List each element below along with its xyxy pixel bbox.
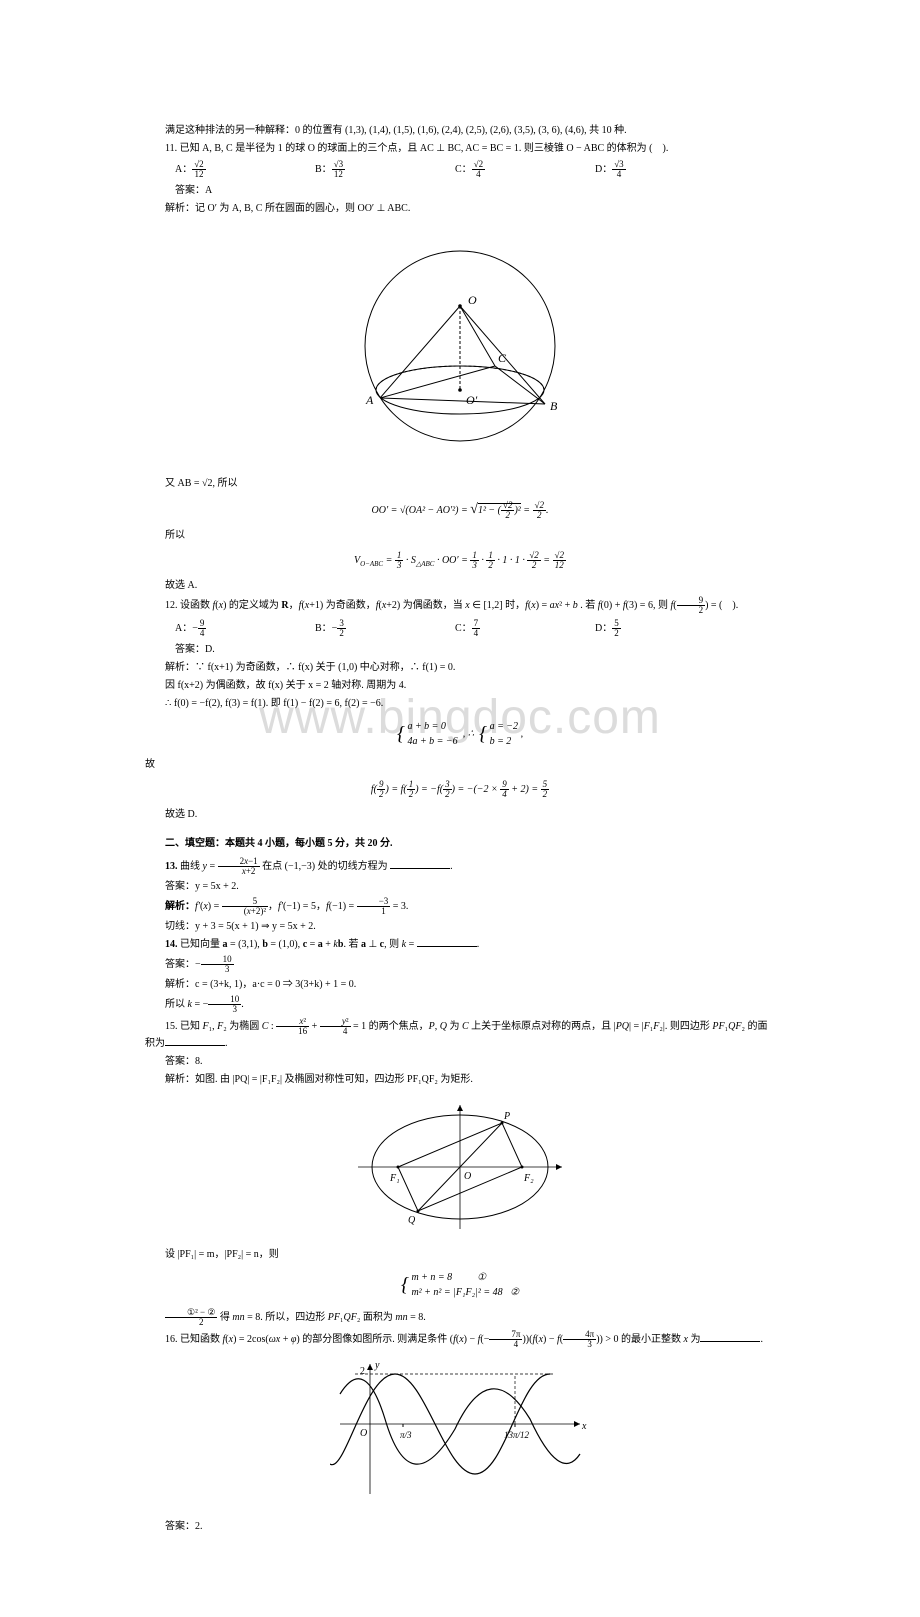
q11-choices: A：√212 B：√312 C：√24 D：√34	[175, 160, 775, 179]
q16-figure: 2 π/3 13π/12 O x y	[145, 1359, 775, 1509]
q15-exp2: 设 |PF₁| = m，|PF₂| = n，则	[145, 1247, 775, 1262]
page-content: 满足这种排法的另一种解释：0 的位置有 (1,3), (1,4), (1,5),…	[0, 0, 920, 1617]
svg-text:P: P	[503, 1111, 510, 1122]
svg-text:O′: O′	[466, 393, 478, 407]
svg-text:O: O	[360, 1428, 367, 1439]
q12-exp5: 故选 D.	[145, 807, 775, 822]
q12-exp1: 解析：∵ f(x+1) 为奇函数，∴ f(x) 关于 (1,0) 中心对称，∴ …	[145, 660, 775, 675]
q16-stem: 16. 已知函数 f(x) = 2cos(ωx + φ) 的部分图像如图所示. …	[145, 1330, 775, 1349]
q15-figure: F₁ F₂ P Q O	[145, 1097, 775, 1237]
q11-figure: O O′ A B C	[145, 226, 775, 466]
svg-text:2: 2	[360, 1366, 365, 1377]
q15-exp1: 解析：如图. 由 |PQ| = |F₁F₂| 及椭圆对称性可知，四边形 PF₁Q…	[145, 1072, 775, 1087]
q14-ans: 答案：−103	[145, 955, 775, 974]
q12-formula2: f(92) = f(12) = −f(32) = −(−2 × 94 + 2) …	[145, 780, 775, 799]
q11-stem: 11. 已知 A, B, C 是半径为 1 的球 O 的球面上的三个点，且 AC…	[145, 141, 775, 156]
q12-choice-d: D：52	[595, 619, 735, 638]
svg-text:C: C	[498, 351, 507, 365]
q12-choices: A：−94 B：−32 C：74 D：52	[175, 619, 775, 638]
q14-stem: 14. 已知向量 a = (3,1), b = (1,0), c = a + k…	[145, 937, 775, 952]
q12-answer: 答案：D.	[175, 642, 775, 657]
q14-exp2: 所以 k = −103.	[145, 995, 775, 1014]
q15-ans: 答案：8.	[145, 1054, 775, 1069]
svg-text:B: B	[550, 399, 558, 413]
q13-exp2: 切线：y + 3 = 5(x + 1) ⇒ y = 5x + 2.	[145, 919, 775, 934]
q11-choice-c: C：√24	[455, 160, 595, 179]
q15-sys: { m + n = 8 ① m² + n² = |F₁F₂|² = 48 ②	[145, 1270, 775, 1300]
q12-choice-b: B：−32	[315, 619, 455, 638]
q11-exp2: 又 AB = √2, 所以	[145, 476, 775, 491]
q15-stem: 15. 已知 F₁, F₂ 为椭圆 C : x²16 + y²4 = 1 的两个…	[145, 1017, 775, 1051]
q15-exp3: ①² − ②2 得 mn = 8. 所以，四边形 PF₁QF₂ 面积为 mn =…	[145, 1308, 775, 1327]
q16-ans: 答案：2.	[145, 1519, 775, 1534]
q11-choice-b: B：√312	[315, 160, 455, 179]
q11-exp4: 故选 A.	[145, 578, 775, 593]
q11-choice-a: A：√212	[175, 160, 315, 179]
q13-ans: 答案：y = 5x + 2.	[145, 879, 775, 894]
svg-text:y: y	[374, 1360, 380, 1371]
q14-exp1: 解析：c = (3+k, 1)，a·c = 0 ⇒ 3(3+k) + 1 = 0…	[145, 977, 775, 992]
svg-text:F₂: F₂	[523, 1173, 534, 1184]
q11-formula1: OO′ = √(OA² − AO′²) = √1² − (√22)² = √22…	[145, 499, 775, 520]
intro-line: 满足这种排法的另一种解释：0 的位置有 (1,3), (1,4), (1,5),…	[145, 123, 775, 138]
svg-text:x: x	[581, 1421, 587, 1432]
svg-text:π/3: π/3	[400, 1430, 412, 1440]
q11-exp1: 解析：记 O′ 为 A, B, C 所在圆面的圆心，则 OO′ ⊥ ABC.	[145, 201, 775, 216]
q12-exp2: 因 f(x+2) 为偶函数，故 f(x) 关于 x = 2 轴对称. 周期为 4…	[145, 678, 775, 693]
q11-formula2: VO−ABC = 13 · S△ABC · OO′ = 13 · 12 · 1 …	[145, 551, 775, 570]
q13-exp1: 解析：f′(x) = 5(x+2)²，f′(−1) = 5，f(−1) = −3…	[145, 897, 775, 916]
q12-exp3: ∴ f(0) = −f(2), f(3) = f(1). 即 f(1) − f(…	[145, 696, 775, 711]
q12-formula1: { a + b = 04a + b = −6 , ∴ { a = −2b = 2…	[145, 719, 775, 749]
q12-choice-a: A：−94	[175, 619, 315, 638]
q11-choice-d: D：√34	[595, 160, 735, 179]
svg-text:A: A	[365, 393, 374, 407]
svg-text:13π/12: 13π/12	[504, 1430, 530, 1440]
q12-choice-c: C：74	[455, 619, 595, 638]
q11-answer: 答案：A	[175, 183, 775, 198]
svg-text:Q: Q	[408, 1215, 416, 1226]
q12-exp4: 故	[145, 757, 775, 772]
section2-title: 二、填空题：本题共 4 小题，每小题 5 分，共 20 分.	[145, 836, 775, 851]
q13-stem: 13. 曲线 y = 2x−1x+2 在点 (−1,−3) 处的切线方程为 .	[145, 857, 775, 876]
q11-exp3: 所以	[145, 528, 775, 543]
svg-text:O: O	[468, 293, 477, 307]
svg-text:O: O	[464, 1171, 471, 1182]
q12-stem: 12. 设函数 f(x) 的定义域为 R，f(x+1) 为奇函数，f(x+2) …	[145, 596, 775, 615]
svg-text:F₁: F₁	[389, 1173, 400, 1184]
